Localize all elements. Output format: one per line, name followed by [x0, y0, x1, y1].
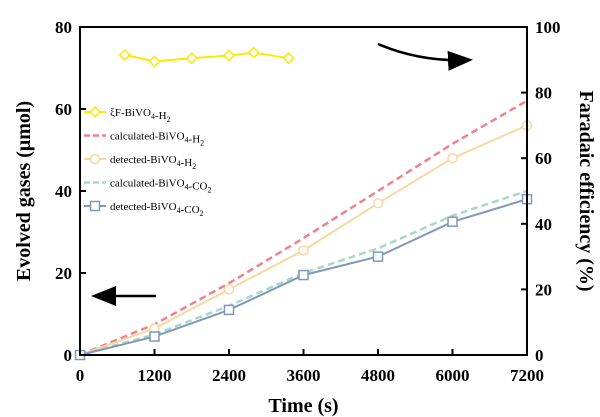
legend-item: detected-BiVO4-H2: [84, 153, 196, 171]
y-right-tick-label: 60: [535, 149, 552, 168]
y-tick-label: 40: [55, 182, 72, 201]
y-right-tick-label: 100: [535, 18, 561, 37]
data-point: [447, 152, 458, 164]
legend-label: detected-BiVO4-H2: [110, 154, 196, 171]
x-tick-label: 7200: [510, 366, 544, 385]
x-tick-label: 1200: [138, 366, 172, 385]
legend-item: ξF-BiVO4-H2: [84, 105, 171, 124]
data-point: [88, 105, 102, 119]
data-point: [89, 200, 101, 212]
y-right-tick-label: 40: [535, 215, 552, 234]
data-point: [118, 48, 131, 61]
series-group: [118, 46, 295, 68]
y-right-tick-label: 20: [535, 280, 552, 299]
series-group: [74, 193, 533, 361]
legend-label: calculated-BiVO4-CO2: [110, 178, 211, 195]
data-point: [372, 251, 384, 262]
data-point: [372, 198, 384, 209]
legend-item: calculated-BiVO4-H2: [84, 131, 204, 148]
y-right-tick-label: 0: [535, 346, 544, 365]
data-point: [223, 304, 235, 316]
series-line: [124, 51, 289, 63]
data-point: [298, 245, 309, 256]
data-point: [89, 153, 101, 165]
data-point: [298, 269, 309, 281]
legend-label: ξF-BiVO4-H2: [110, 107, 171, 124]
y-tick-label: 0: [64, 346, 73, 365]
data-point: [247, 46, 260, 59]
data-point: [149, 331, 160, 342]
legend-label: calculated-BiVO4-H2: [110, 131, 204, 148]
y-right-axis-title: Faradaic efficiency (%): [575, 90, 597, 291]
data-point: [222, 49, 236, 62]
x-tick-label: 3600: [287, 366, 321, 385]
x-tick-label: 4800: [361, 366, 395, 385]
data-point: [148, 55, 161, 68]
data-point: [185, 52, 198, 65]
y-tick-label: 80: [55, 18, 72, 37]
data-point: [223, 284, 235, 295]
data-point: [447, 216, 458, 227]
y-axis-title: Evolved gases (μmol): [13, 101, 35, 281]
plot-frame: [79, 26, 528, 356]
x-tick-label: 0: [76, 366, 85, 385]
x-tick-label: 2400: [212, 366, 246, 385]
legend-label: detected-BiVO4-CO2: [110, 201, 204, 218]
x-tick-label: 6000: [436, 366, 470, 385]
y-tick-label: 60: [55, 100, 72, 119]
y-tick-label: 20: [55, 264, 72, 283]
x-axis-title: Time (s): [268, 395, 338, 417]
y-right-tick-label: 80: [535, 84, 552, 103]
right-axis-arrow: [377, 42, 473, 71]
legend-item: detected-BiVO4-CO2: [84, 200, 204, 218]
legend-item: calculated-BiVO4-CO2: [84, 178, 211, 195]
data-point: [282, 52, 295, 65]
series-group: [74, 120, 533, 361]
